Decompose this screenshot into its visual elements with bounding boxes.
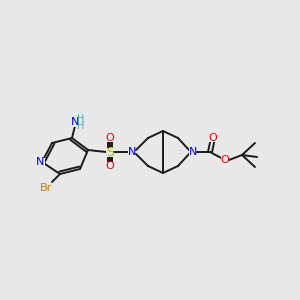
Bar bbox=[128, 148, 136, 156]
Bar bbox=[188, 148, 197, 156]
Text: N: N bbox=[189, 147, 197, 157]
Bar bbox=[35, 158, 45, 166]
Text: O: O bbox=[106, 133, 114, 143]
Bar bbox=[220, 156, 230, 164]
Bar bbox=[106, 134, 115, 142]
Text: O: O bbox=[220, 155, 230, 165]
Text: O: O bbox=[208, 133, 217, 143]
Text: Br: Br bbox=[40, 183, 52, 193]
Text: S: S bbox=[106, 146, 114, 158]
Bar bbox=[37, 184, 55, 193]
Text: N: N bbox=[36, 157, 44, 167]
Text: N: N bbox=[128, 147, 136, 157]
Bar bbox=[68, 118, 88, 127]
Bar bbox=[106, 148, 115, 157]
Text: O: O bbox=[106, 161, 114, 171]
Text: N: N bbox=[71, 117, 79, 127]
Text: H: H bbox=[77, 114, 85, 124]
Bar bbox=[106, 162, 115, 170]
Bar bbox=[208, 134, 217, 142]
Text: H: H bbox=[77, 121, 85, 131]
